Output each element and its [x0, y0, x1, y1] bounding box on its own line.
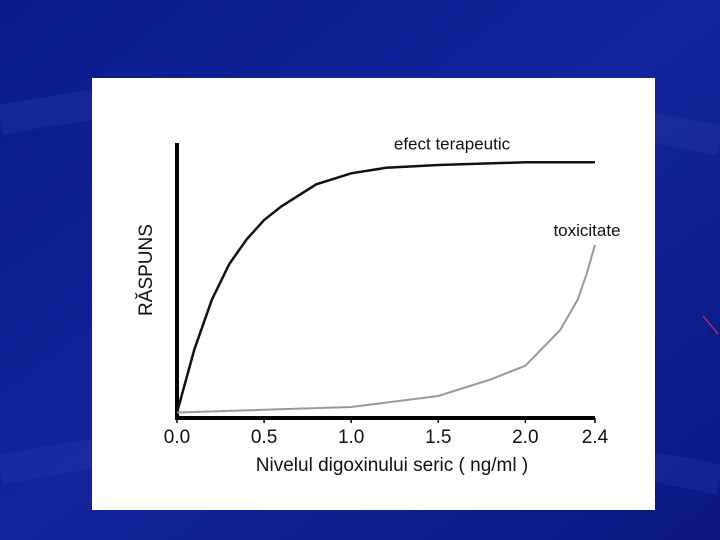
series-line [175, 161, 595, 413]
x-axis-label: Nivelul digoxinului seric ( ng/ml ) [256, 455, 528, 476]
x-tick-label: 2.4 [582, 427, 609, 448]
x-tick-label: 0.0 [164, 427, 190, 448]
plot-area: 0.0 0.5 1.0 1.5 2.0 2.4 efect terapeutic toxici… [164, 135, 621, 448]
x-tick-label: 2.0 [512, 427, 538, 448]
decoration-line [702, 315, 719, 335]
x-tick-label: 0.5 [251, 427, 277, 448]
series-label: toxicitate [553, 221, 620, 240]
chart-panel [92, 78, 655, 510]
series-label: efect terapeutic [394, 135, 511, 154]
x-tick-label: 1.0 [338, 427, 364, 448]
x-tick-label: 1.5 [425, 427, 451, 448]
series-line [176, 244, 596, 414]
y-axis-label: RĂSPUNS [136, 224, 157, 316]
